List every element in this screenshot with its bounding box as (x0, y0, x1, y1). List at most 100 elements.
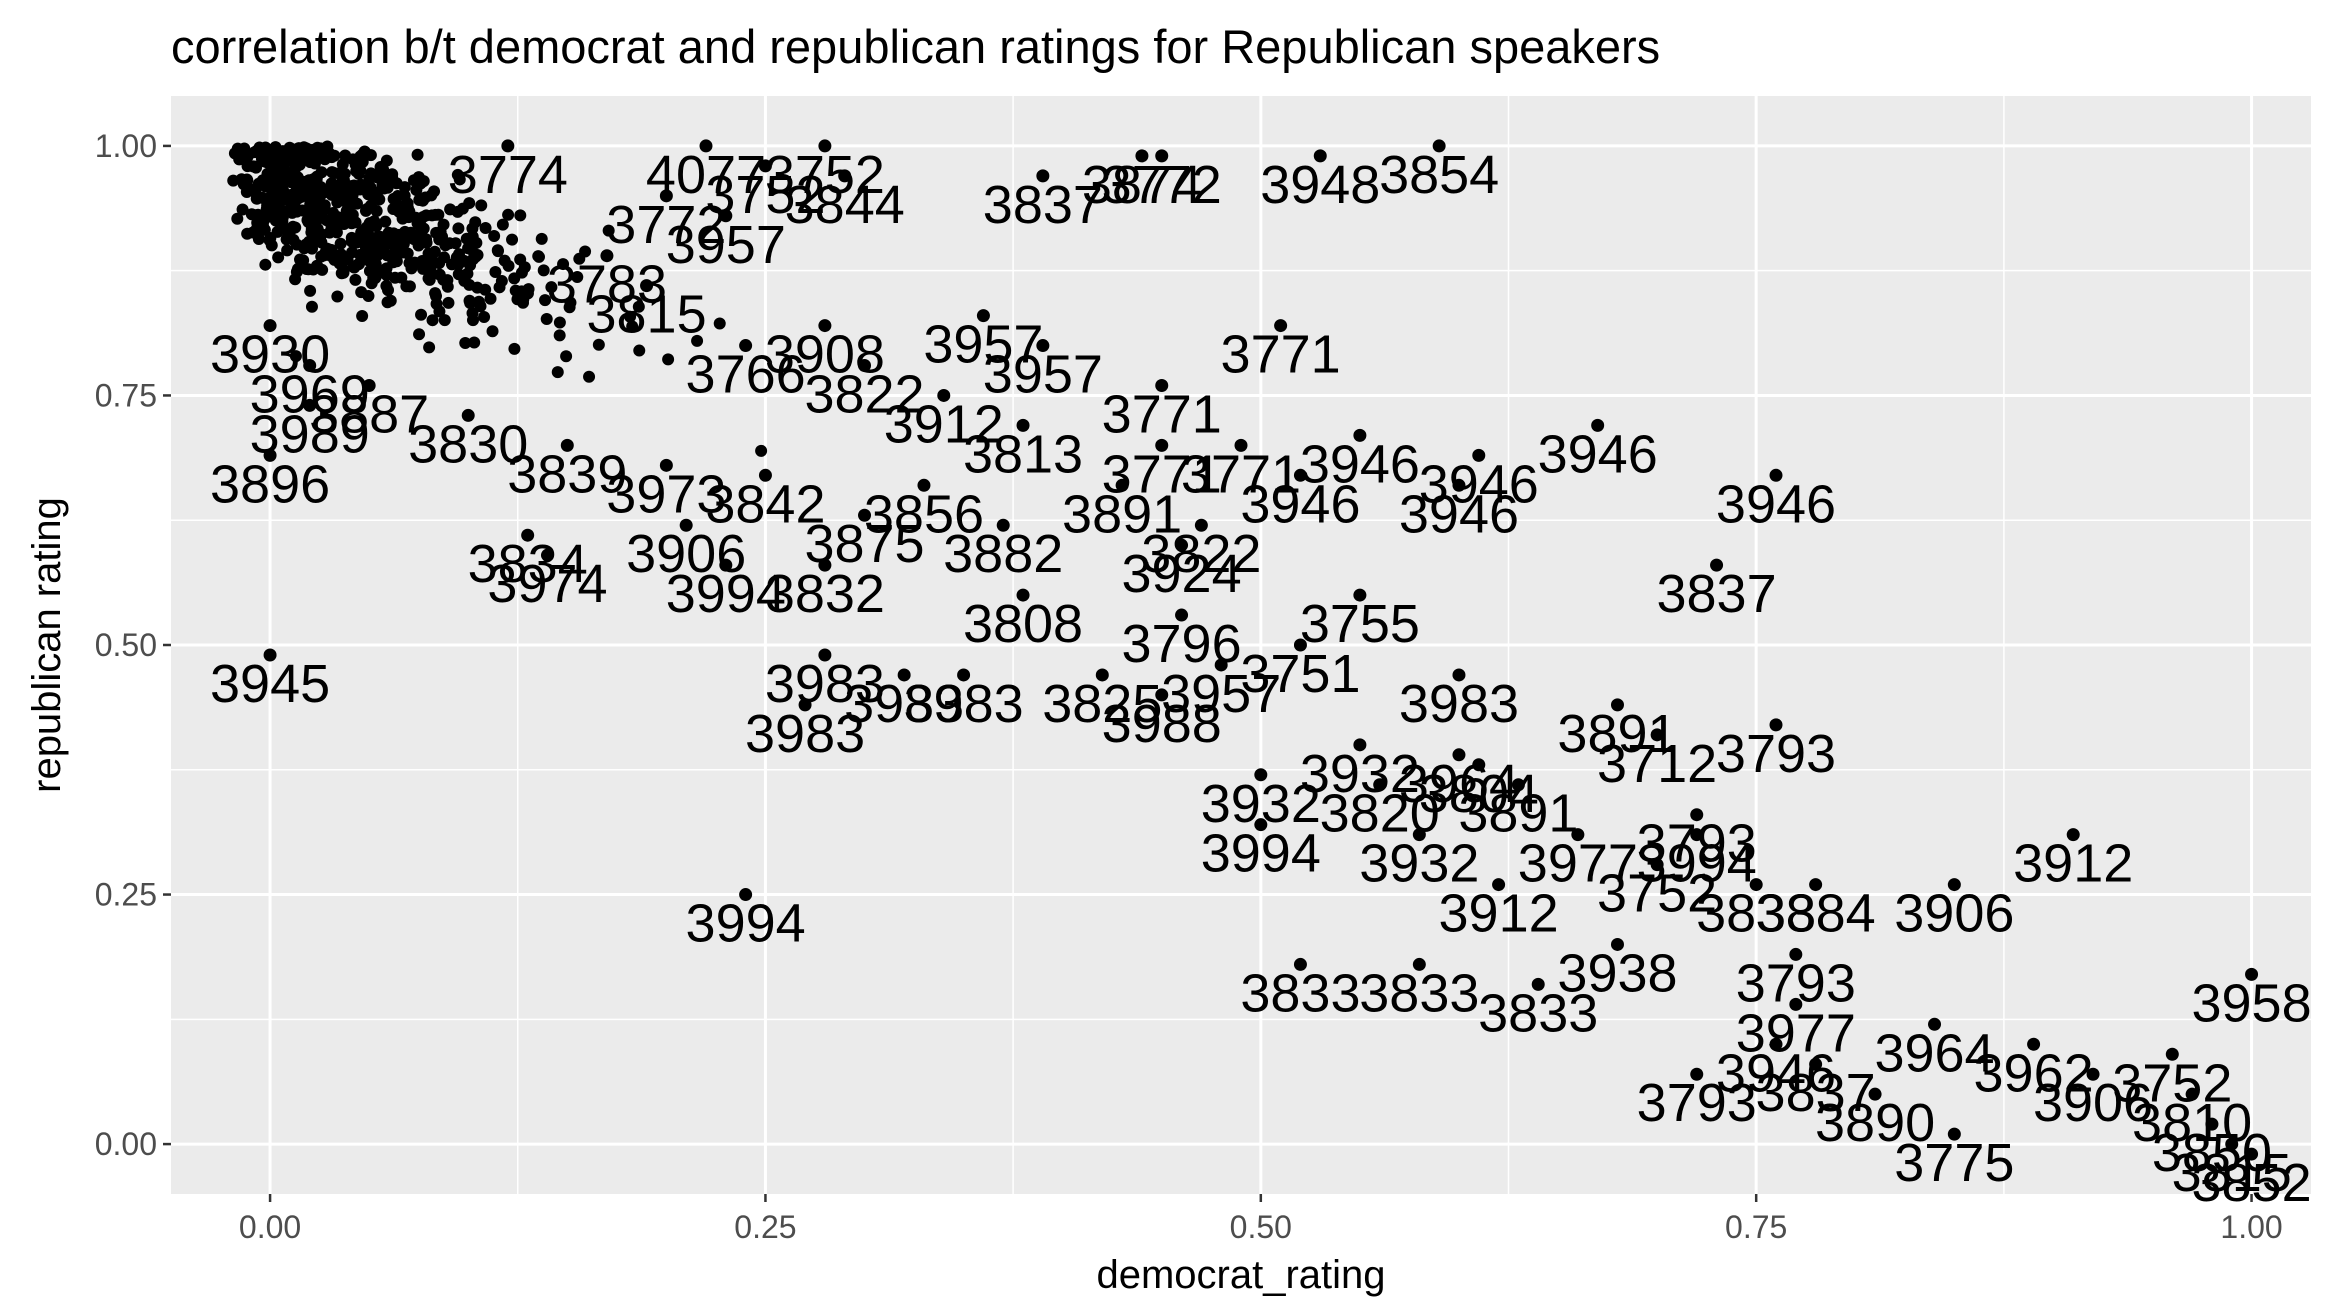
point-label: 3887 (309, 384, 429, 444)
data-point (659, 458, 673, 472)
x-tick-label: 0.75 (1725, 1209, 1787, 1245)
y-axis-title: republican rating (25, 497, 69, 793)
cluster-point (468, 336, 481, 349)
y-tick-label: 1.00 (95, 128, 157, 164)
cluster-point (437, 218, 450, 231)
data-point (858, 359, 872, 373)
data-point (1928, 1017, 1942, 1031)
cluster-point (453, 173, 466, 186)
cluster-point (323, 226, 336, 239)
point-label: 3884 (1756, 884, 1876, 944)
cluster-point (350, 197, 363, 210)
cluster-point (472, 295, 485, 308)
y-tick-label: 0.75 (95, 377, 157, 413)
cluster-point (374, 161, 387, 174)
data-point (1472, 448, 1486, 462)
data-point (1016, 418, 1030, 432)
point-label: 3752 (765, 145, 885, 205)
cluster-point (236, 203, 249, 216)
cluster-point (464, 297, 477, 310)
cluster-point (347, 261, 360, 274)
point-label: 3994 (666, 564, 786, 624)
data-point (1650, 728, 1664, 742)
data-point (1155, 438, 1169, 452)
point-label: 3946 (1716, 474, 1836, 534)
cluster-point (466, 222, 479, 235)
data-point (1531, 977, 1545, 991)
data-point (1293, 957, 1307, 971)
cluster-point (301, 214, 314, 227)
cluster-point (438, 314, 451, 327)
cluster-point (331, 211, 344, 224)
y-tick-label: 0.00 (95, 1126, 157, 1162)
cluster-point (379, 175, 392, 188)
point-label: 3815 (586, 285, 706, 345)
data-point (1135, 149, 1149, 163)
point-label: 3946 (1300, 434, 1420, 494)
cluster-point (439, 239, 452, 252)
data-point (838, 169, 852, 183)
data-point (1115, 478, 1129, 492)
cluster-point (289, 273, 302, 286)
cluster-point (410, 183, 423, 196)
cluster-point (328, 184, 341, 197)
point-label: 3912 (884, 394, 1004, 454)
cluster-point (412, 171, 425, 184)
point-label: 3856 (864, 484, 984, 544)
data-point (1571, 828, 1585, 842)
data-point (1036, 339, 1050, 353)
cluster-point (381, 296, 394, 309)
point-label: 3839 (507, 444, 627, 504)
point-label: 3783 (547, 255, 667, 315)
data-point (1254, 768, 1268, 782)
point-label: 3822 (1141, 524, 1261, 584)
cluster-point (441, 274, 454, 287)
data-point (1412, 957, 1426, 971)
data-point (659, 189, 673, 203)
data-point (2185, 1087, 2199, 1101)
cluster-point (355, 286, 368, 299)
cluster-point (713, 317, 726, 330)
cluster-point (557, 258, 570, 271)
point-label: 3946 (1240, 474, 1360, 534)
point-label: 3751 (1240, 644, 1360, 704)
cluster-point (514, 209, 527, 222)
data-point (1274, 319, 1288, 333)
cluster-point (287, 233, 300, 246)
point-label: 3948 (1260, 155, 1380, 215)
point-label: 3964 (1399, 754, 1519, 814)
point-label: 3875 (804, 514, 924, 574)
point-label: 3833 (1240, 963, 1360, 1023)
point-label: 3833 (1478, 983, 1598, 1043)
cluster-point (442, 296, 455, 309)
data-point (1789, 997, 1803, 1011)
cluster-point (583, 370, 596, 383)
data-point (2165, 1047, 2179, 1061)
data-point (1313, 149, 1327, 163)
cluster-point (241, 160, 254, 173)
data-point (937, 388, 951, 402)
point-label: 3833 (1359, 963, 1479, 1023)
cluster-point (626, 320, 639, 333)
cluster-point (382, 226, 395, 239)
data-point (362, 378, 376, 392)
cluster-point (304, 284, 317, 297)
point-label: 3924 (1121, 544, 1241, 604)
point-label: 3957 (923, 315, 1043, 375)
cluster-point (345, 214, 358, 227)
cluster-point (563, 301, 576, 314)
cluster-point (571, 271, 584, 284)
data-point (1155, 378, 1169, 392)
cluster-point (281, 244, 294, 257)
cluster-point (411, 148, 424, 161)
labels-layer: 3945389639893994399439743834395739573957… (210, 145, 2312, 1213)
data-point (739, 888, 753, 902)
point-label: 3932 (1300, 744, 1420, 804)
point-label: 3830 (408, 414, 528, 474)
cluster-point (445, 258, 458, 271)
cluster-point (311, 141, 324, 154)
data-point (1175, 538, 1189, 552)
cluster-point (498, 254, 511, 267)
point-label: 3994 (1637, 834, 1757, 894)
data-point (1690, 808, 1704, 822)
